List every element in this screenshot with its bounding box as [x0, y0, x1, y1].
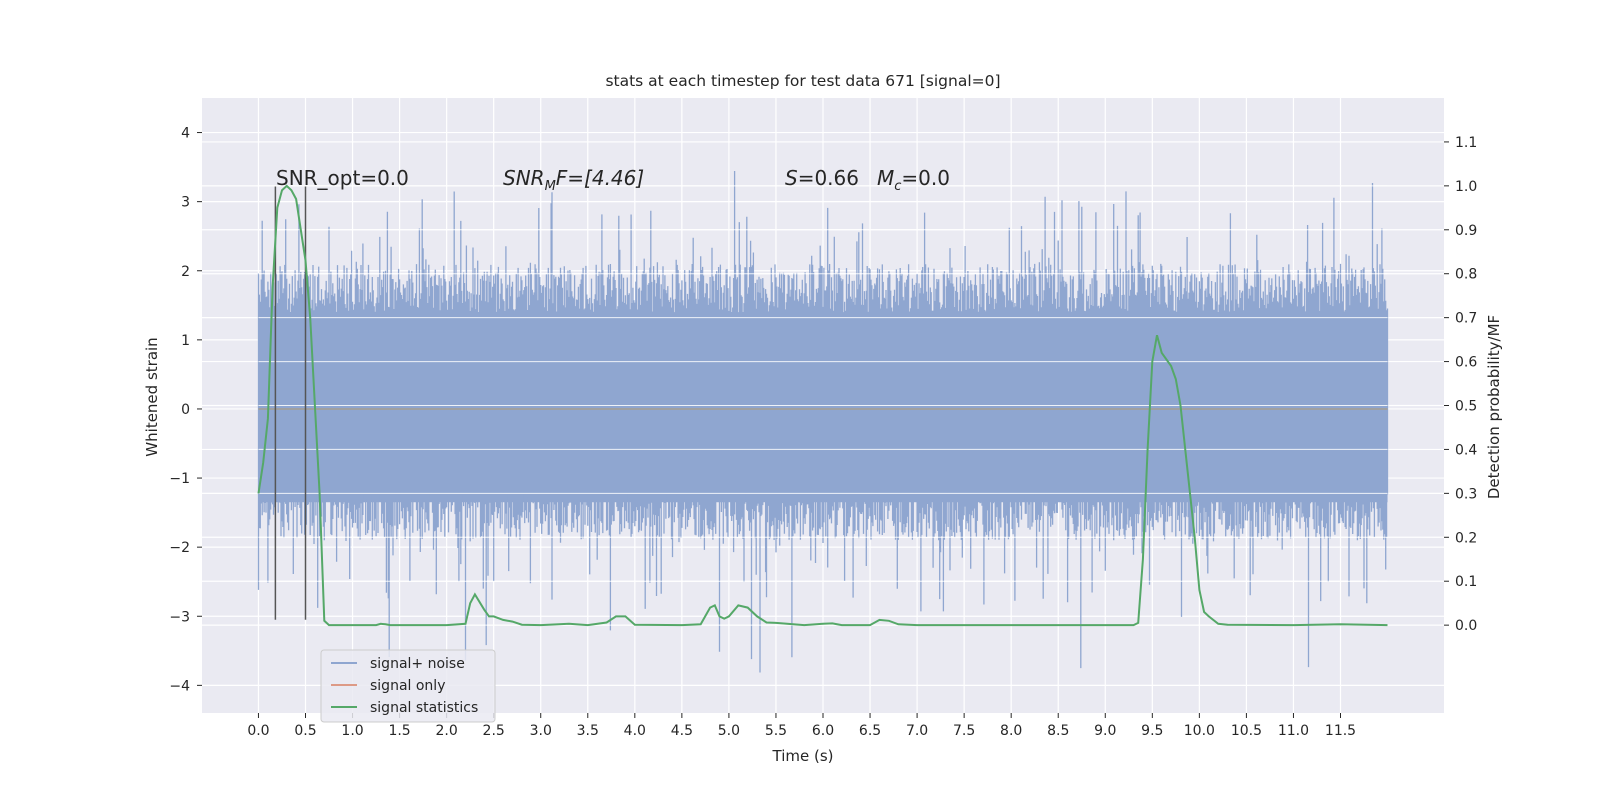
x-tick-label: 2.0: [436, 723, 458, 739]
x-tick-label: 3.0: [530, 723, 552, 739]
x-tick-label: 6.5: [859, 723, 881, 739]
noise-trace-upper: [257, 171, 1389, 409]
legend-label-signal-only: signal only: [370, 678, 445, 694]
annotation-s-value: =0.66: [798, 166, 859, 190]
y-right-tick-label: 1.1: [1455, 135, 1477, 151]
y-right-tick-label: 0.8: [1455, 267, 1477, 283]
x-tick-label: 5.0: [718, 723, 740, 739]
y-right-tick-label: 0.6: [1455, 355, 1477, 371]
x-tick-label: 1.0: [341, 723, 363, 739]
x-tick-label: 3.5: [577, 723, 599, 739]
chart-title: stats at each timestep for test data 671…: [605, 72, 1000, 90]
x-tick-label: 10.5: [1231, 723, 1262, 739]
x-tick-label: 6.0: [812, 723, 834, 739]
x-tick-label: 10.0: [1184, 723, 1215, 739]
y-axis-left-label: Whitened strain: [143, 337, 161, 456]
annotation-mc-base: M: [877, 166, 894, 190]
annotation-mc-sub: c: [894, 179, 901, 194]
y-left-tick-label: 4: [181, 126, 190, 142]
y-left-tick-label: −3: [169, 609, 190, 625]
x-tick-label: 8.0: [1000, 723, 1022, 739]
x-tick-label: 8.5: [1047, 723, 1069, 739]
x-axis-label: Time (s): [772, 747, 834, 765]
x-tick-label: 5.5: [765, 723, 787, 739]
x-tick-label: 2.5: [483, 723, 505, 739]
annotation-snr-mf-base: SNR: [503, 166, 545, 190]
y-right-tick-label: 1.0: [1455, 179, 1477, 195]
y-left-tick-label: 0: [181, 402, 190, 418]
y-left-tick-label: −4: [169, 678, 190, 694]
y-left-tick-label: −2: [169, 540, 190, 556]
y-left-tick-label: −1: [169, 471, 190, 487]
x-tick-label: 1.5: [388, 723, 410, 739]
annotation-snr-mf-sub: M: [545, 179, 556, 194]
x-tick-label: 4.0: [624, 723, 646, 739]
x-tick-label: 0.5: [294, 723, 316, 739]
annotation-snr-mf: SNRMF=[4.46]: [503, 166, 644, 194]
y-left-tick-label: 1: [181, 333, 190, 349]
y-left-tick-label: 2: [181, 264, 190, 280]
annotation-mc-value: =0.0: [901, 166, 950, 190]
legend-label-signal-plus-noise: signal+ noise: [370, 656, 465, 672]
y-right-tick-label: 0.1: [1455, 574, 1477, 590]
annotation-s-label: S: [785, 166, 798, 190]
signal-statistics-line: [257, 184, 1388, 627]
annotation-s-mc: S=0.66 Mc=0.0: [785, 166, 950, 194]
x-tick-label: 9.5: [1141, 723, 1163, 739]
y-axis-right-label: Detection probability/MF: [1485, 315, 1503, 499]
noise-trace-lower: [257, 409, 1389, 673]
y-right-tick-label: 0.7: [1455, 311, 1477, 327]
x-tick-label: 7.0: [906, 723, 928, 739]
x-tick-label: 11.5: [1325, 723, 1356, 739]
y-right-tick-label: 0.0: [1455, 618, 1477, 634]
annotation-snr-mf-rest-f: F=[4.46]: [556, 166, 644, 190]
x-tick-label: 7.5: [953, 723, 975, 739]
series-signal-statistics: [257, 184, 1388, 627]
y-right-tick-label: 0.4: [1455, 442, 1477, 458]
axis-ticks: 0.0 0.5 1.0 1.5 2.0 2.5 3.0 3.5 4.0 4.5 5.0 5.5 6.0 6…: [169, 126, 1477, 739]
y-right-tick-label: 0.3: [1455, 486, 1477, 502]
annotation-snr-opt: SNR_opt=0.0: [276, 166, 409, 190]
y-right-tick-label: 0.9: [1455, 223, 1477, 239]
x-tick-label: 0.0: [247, 723, 269, 739]
x-tick-label: 9.0: [1094, 723, 1116, 739]
y-right-tick-label: 0.2: [1455, 530, 1477, 546]
legend-box: [320, 649, 496, 723]
legend-label-signal-statistics: signal statistics: [370, 700, 478, 716]
y-left-tick-label: 3: [181, 195, 190, 211]
y-right-tick-label: 0.5: [1455, 399, 1477, 415]
legend: signal+ noise signal only signal statist…: [320, 649, 496, 723]
x-tick-label: 4.5: [671, 723, 693, 739]
x-tick-label: 11.0: [1278, 723, 1309, 739]
